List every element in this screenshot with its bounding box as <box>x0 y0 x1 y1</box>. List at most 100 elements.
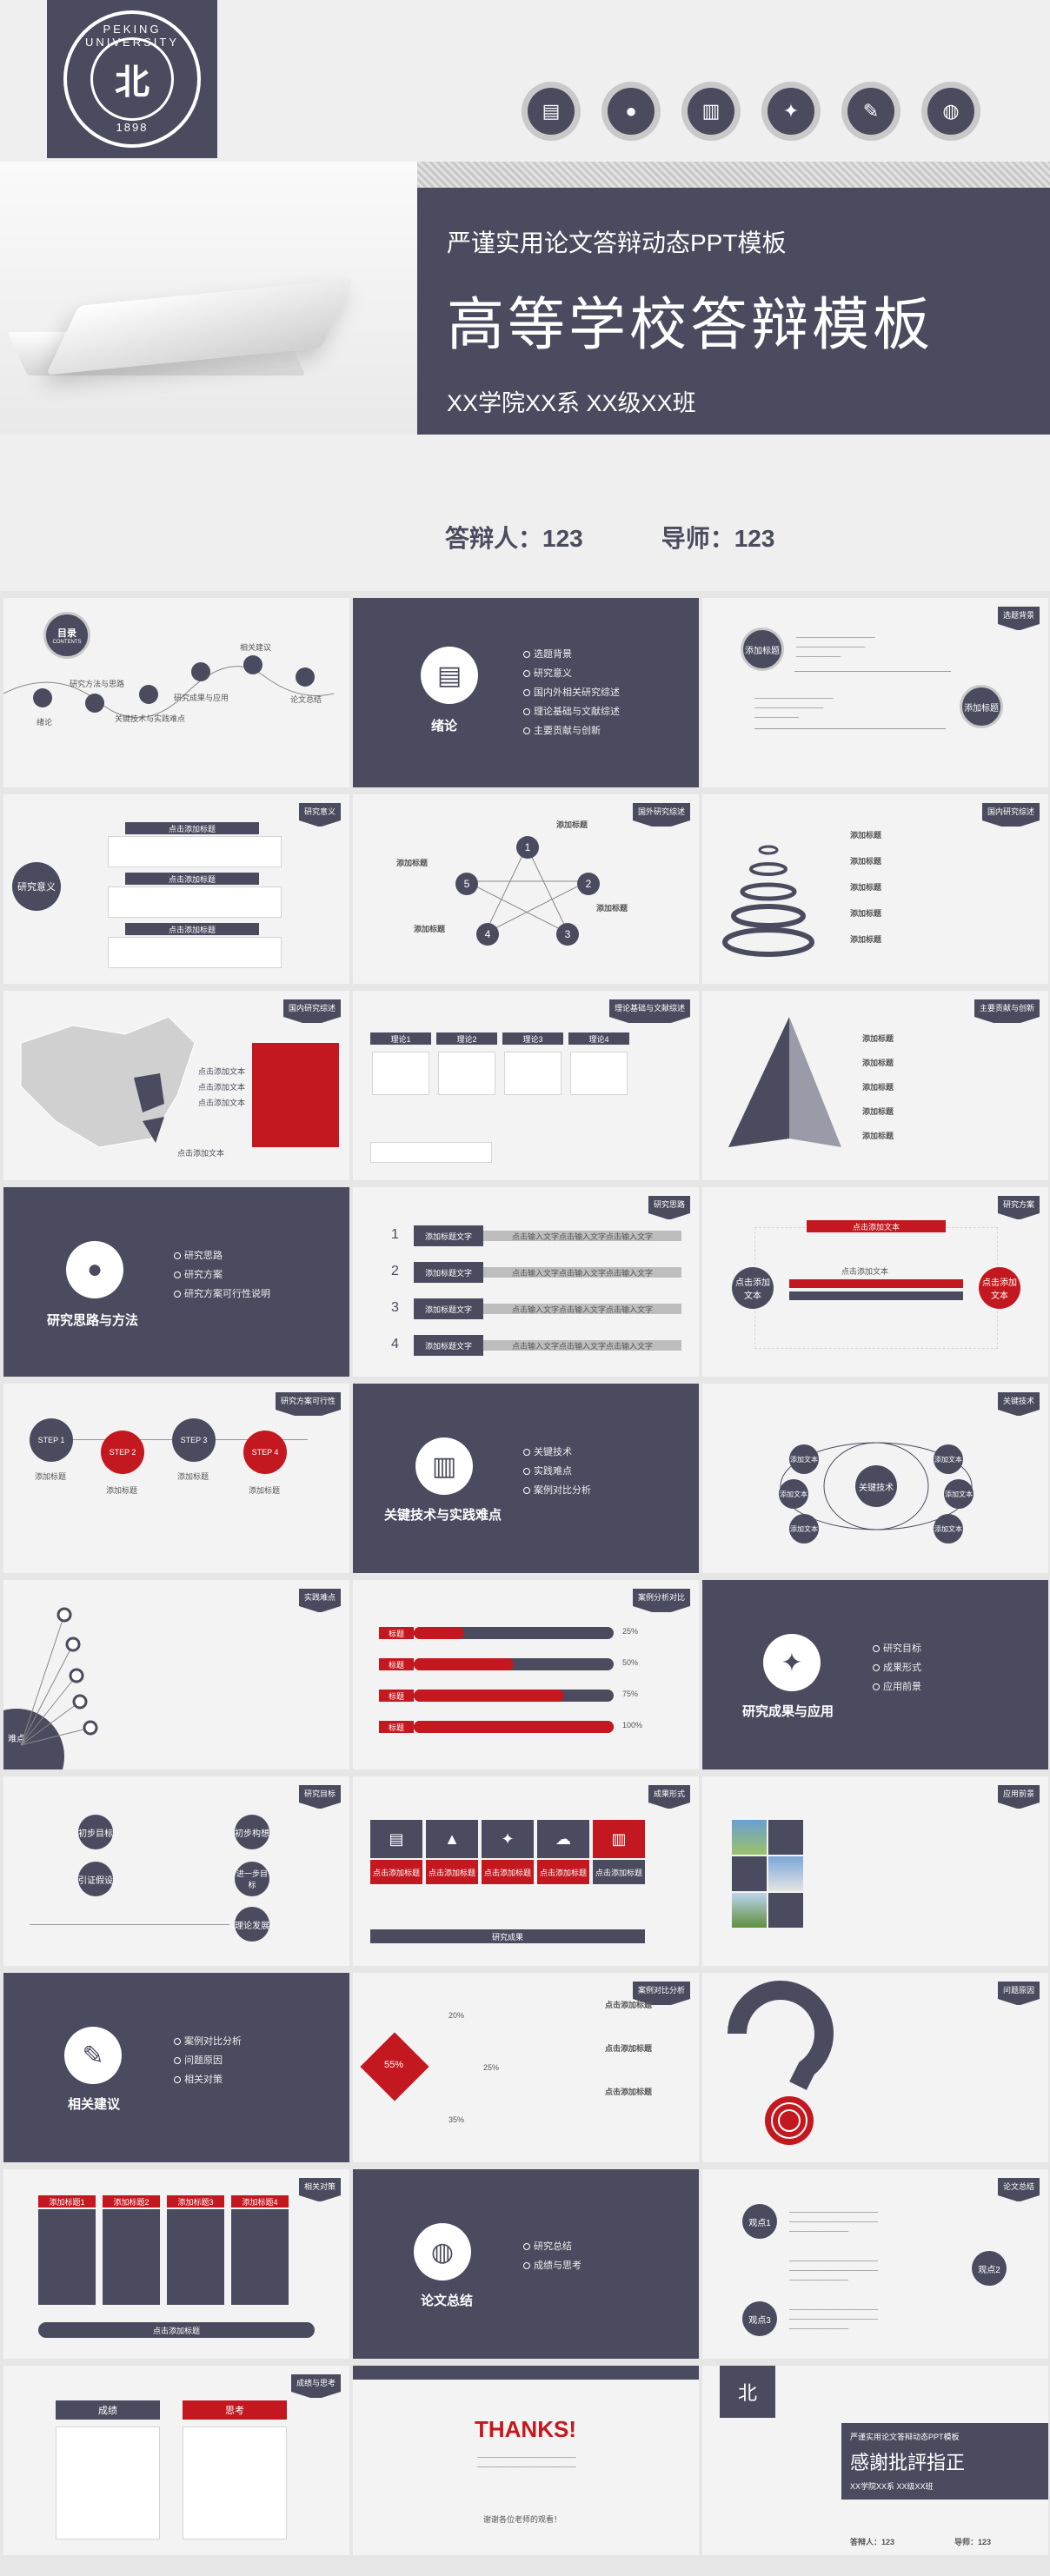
slide-measures[interactable]: 相关对策 添加标题1 添加标题2 添加标题3 添加标题4 点击添加标题 <box>3 2169 349 2359</box>
toc-connector <box>3 666 335 719</box>
problem-label: 点击添加标题 <box>605 2044 653 2053</box>
globe-icon: ◍ <box>921 82 980 141</box>
ring-label: 添加标题 <box>850 857 882 866</box>
slide-goals[interactable]: 研究目标 初步目标 引证假设 初步构想 进一步目标 理论发展 <box>3 1776 349 1966</box>
photo <box>732 1820 767 1855</box>
slide-prospect[interactable]: 应用前景 <box>702 1776 1048 1966</box>
map-label: 点击添加文本 <box>177 1149 225 1158</box>
slide-approach[interactable]: 研究思路 1 2 3 4 添加标题文字 添加标题文字 添加标题文字 添加标题文字… <box>353 1187 699 1377</box>
apple-icon: ● <box>66 1241 123 1298</box>
pentagram-diagram <box>465 845 588 935</box>
slide-scheme[interactable]: 研究方案 点击添加文本 点击添加文本 点击添加文本 点击添加文本 <box>702 1187 1048 1377</box>
body-text-placeholder: ────────────────── ────────────────── ────… <box>789 2208 879 2235</box>
output-label: 点击添加标题 <box>537 1860 589 1884</box>
bulb-icon: ✦ <box>761 82 821 141</box>
thanks-sign: 谢谢各位老师的观看！ <box>483 2515 562 2524</box>
step-label: 添加标题 <box>106 1486 138 1495</box>
thanks-title: THANKS! <box>475 2416 576 2442</box>
ring-label: 添加标题 <box>850 883 882 892</box>
slide-case[interactable]: 案例分析对比 标题 25% 标题 50% 标题 75% 标题 100% <box>353 1580 699 1769</box>
step-label: 添加标题文字 <box>414 1335 483 1356</box>
bar-percent: 75% <box>622 1690 639 1698</box>
slide-significance[interactable]: 研究意义 研究意义 点击添加标题 点击添加标题 点击添加标题 <box>3 794 349 984</box>
slide-problem[interactable]: 案例对比分析 55% 20% 25% 35% 点击添加标题 点击添加标题 点击添… <box>353 1973 699 2162</box>
number-node: 4 <box>476 923 499 946</box>
arrow-right <box>789 1279 963 1288</box>
slide-theory[interactable]: 理论基础与文献综述 理论1 理论2 理论3 理论4 <box>353 991 699 1180</box>
doc-icon: ▤ <box>370 1820 422 1858</box>
section-item: 选题背景 <box>523 645 620 664</box>
slide-domestic-rings[interactable]: 国内研究综述 添加标题 添加标题 添加标题 添加标题 添加标题 <box>702 794 1048 984</box>
section-title: 研究成果与应用 <box>742 1704 834 1719</box>
theory-header: 理论3 <box>502 1032 563 1045</box>
number-node: 2 <box>577 873 600 895</box>
slide-thanks[interactable]: THANKS! ──────────────────── ────────────… <box>353 2366 699 2555</box>
section-items: 研究思路 研究方案 研究方案可行性说明 <box>174 1246 270 1304</box>
open-book-image <box>0 162 417 435</box>
slide-suggest[interactable]: ✎ 相关建议 案例对比分析 问题原因 相关对策 <box>3 1973 349 2162</box>
slide-tag: 关键技术 <box>997 1392 1040 1416</box>
goal-node: 初步构想 <box>235 1815 269 1849</box>
slide-end[interactable]: 北 严谨实用论文答辩动态PPT模板 感謝批評指正 XX学院XX系 XX级XX班 … <box>702 2366 1048 2555</box>
slide-overseas[interactable]: 国外研究综述 1 2 3 4 5 添加标题 添加标题 添加标题 添加标题 <box>353 794 699 984</box>
bar-percent: 50% <box>622 1658 639 1667</box>
toc-dot-3 <box>139 685 158 704</box>
slide-intro[interactable]: ▤ 绪论 选题背景 研究意义 国内外相关研究综述 理论基础与文献综述 主要贡献与… <box>353 598 699 787</box>
slide-toc[interactable]: 目录 CONTENTS 绪论 研究方法与思路 关键技术与实践难点 研究成果与应用 … <box>3 598 349 787</box>
slide-method[interactable]: ● 研究思路与方法 研究思路 研究方案 研究方案可行性说明 <box>3 1187 349 1377</box>
slide-key-tech[interactable]: 关键技术 关键技术 添加文本 添加文本 添加文本 添加文本 添加文本 添加文本 <box>702 1384 1048 1573</box>
scheme-mid: 点击添加文本 <box>841 1267 889 1276</box>
slide-output[interactable]: 成果形式 ▤ ▲ ✦ ☁ ▥ 点击添加标题 点击添加标题 点击添加标题 点击添加… <box>353 1776 699 1966</box>
photo <box>768 1856 803 1891</box>
photo-tile <box>768 1820 803 1855</box>
goal-node: 理论发展 <box>235 1907 269 1942</box>
key-node: 添加文本 <box>789 1444 819 1474</box>
section-item: 国内外相关研究综述 <box>523 683 620 702</box>
slide-map[interactable]: 国内研究综述 点击添加文本 点击添加文本 点击添加文本 点击添加文本 <box>3 991 349 1180</box>
text-box <box>108 937 282 968</box>
goal-node: 引证假设 <box>78 1862 113 1896</box>
toc-item: 研究方法与思路 <box>70 680 125 688</box>
title-circle: 添加标题 <box>960 685 1003 728</box>
bar-fill <box>414 1627 464 1639</box>
percent-label: 55% <box>384 2060 404 2070</box>
output-label: 点击添加标题 <box>370 1860 422 1884</box>
key-node: 添加文本 <box>789 1514 819 1544</box>
cover-subtitle: 严谨实用论文答辩动态PPT模板 <box>447 229 787 256</box>
reflect-text <box>56 2427 160 2539</box>
end-dept: XX学院XX系 XX级XX班 <box>850 2482 934 2491</box>
section-title: 论文总结 <box>421 2294 474 2308</box>
section-items: 研究目标 成果形式 应用前景 <box>873 1639 921 1696</box>
slide-difficulty[interactable]: 实践难点 难点 <box>3 1580 349 1769</box>
step-label: 添加标题 <box>249 1486 281 1495</box>
section-item: 研究方案可行性说明 <box>174 1285 270 1304</box>
toc-dot-6 <box>296 667 315 687</box>
slide-summary[interactable]: ◍ 论文总结 研究总结 成绩与思考 <box>353 2169 699 2359</box>
toc-dot-5 <box>243 655 262 674</box>
step-desc: 点击输入文字点击输入文字点击输入文字 <box>483 1267 681 1278</box>
university-logo: PEKING UNIVERSITY 北 1898 <box>47 0 217 158</box>
slide-feasibility[interactable]: 研究方案可行性 STEP 1 STEP 2 STEP 3 STEP 4 添加标题… <box>3 1384 349 1573</box>
radial-lines <box>20 1607 98 1746</box>
slide-results[interactable]: ✦ 研究成果与应用 研究目标 成果形式 应用前景 <box>702 1580 1048 1769</box>
slide-background[interactable]: 选题背景 添加标题 添加标题 ──────────────── ─────────… <box>702 598 1048 787</box>
measure-card <box>103 2209 160 2305</box>
end-subtitle: 严谨实用论文答辩动态PPT模板 <box>850 2433 960 2441</box>
advisor-label: 导师：123 <box>661 525 775 552</box>
red-callout-box <box>252 1043 339 1147</box>
measure-card <box>38 2209 96 2305</box>
scheme-left: 点击添加文本 <box>732 1267 774 1309</box>
section-item: 实践难点 <box>523 1462 591 1481</box>
step-number: 1 <box>391 1227 399 1242</box>
slide-conclusion[interactable]: 论文总结 观点1 观点2 观点3 ────────────────── ─────… <box>702 2169 1048 2359</box>
slide-pyramid[interactable]: 主要贡献与创新 添加标题 添加标题 添加标题 添加标题 添加标题 <box>702 991 1048 1180</box>
toc-item: 论文总结 <box>290 695 322 704</box>
section-title: 相关建议 <box>68 2097 121 2112</box>
slide-cause[interactable]: 问题原因 <box>702 1973 1048 2162</box>
slide-tag: 实践难点 <box>298 1589 342 1612</box>
photo-tile <box>768 1893 803 1928</box>
step-label: 添加标题文字 <box>414 1262 483 1283</box>
slide-reflect[interactable]: 成绩与思考 成绩 思考 <box>3 2366 349 2555</box>
slide-tech[interactable]: ▥ 关键技术与实践难点 关键技术 实践难点 案例对比分析 <box>353 1384 699 1573</box>
